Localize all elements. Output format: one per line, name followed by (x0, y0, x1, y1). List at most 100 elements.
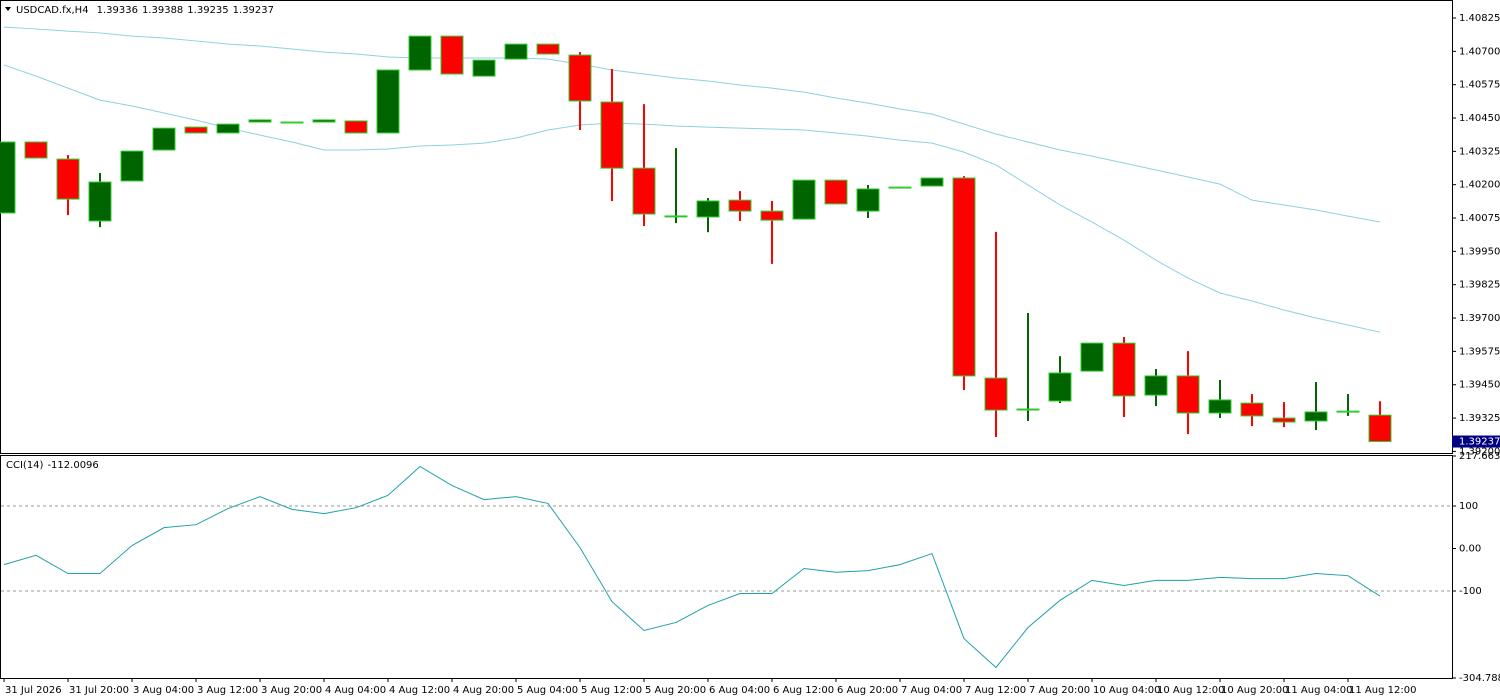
candle-body (1016, 408, 1040, 411)
candle-body (0, 141, 16, 214)
x-tick-label: 11 Aug 12:00 (1349, 685, 1416, 696)
high-value: 1.39388 (142, 5, 183, 16)
price-panel (0, 0, 1453, 454)
candle-body (1272, 417, 1296, 423)
x-tick-label: 31 Jul 2026 (5, 685, 62, 696)
price-label-box (1452, 435, 1500, 448)
candle-body (1112, 342, 1136, 397)
candle-body (312, 119, 336, 123)
candle-body (1176, 375, 1200, 414)
x-tick-label: 3 Aug 12:00 (197, 685, 258, 696)
y-tick-label: 1.39825 (1459, 280, 1500, 291)
x-tick-label: 31 Jul 20:00 (69, 685, 129, 696)
y-tick-label: 1.40200 (1459, 180, 1500, 191)
x-tick-label: 4 Aug 04:00 (325, 685, 386, 696)
candle-body (824, 179, 848, 205)
x-tick-label: 10 Aug 04:00 (1093, 685, 1160, 696)
close-value: 1.39237 (233, 5, 274, 16)
candle-body (1240, 402, 1264, 417)
candle-body (1336, 410, 1360, 413)
x-tick-label: 4 Aug 20:00 (453, 685, 514, 696)
x-tick-label: 4 Aug 12:00 (389, 685, 450, 696)
candle-body (472, 59, 496, 77)
y-tick-label: 217.6635 (1459, 451, 1500, 462)
x-tick-label: 11 Aug 04:00 (1285, 685, 1352, 696)
candle-body (1048, 372, 1072, 402)
candle-body (1304, 411, 1328, 422)
y-tick-label: 1.39325 (1459, 413, 1500, 424)
menu-arrow[interactable] (5, 7, 11, 11)
y-tick-label: 1.40575 (1459, 80, 1500, 91)
candle-body (344, 120, 368, 134)
y-tick-label: 1.39700 (1459, 313, 1500, 324)
candle-body (152, 127, 176, 151)
candle-body (120, 150, 144, 182)
y-tick-label: 1.39575 (1459, 346, 1500, 357)
open-value: 1.39336 (97, 5, 138, 16)
candle-body (280, 121, 304, 124)
x-tick-label: 3 Aug 20:00 (261, 685, 322, 696)
y-tick-label: -100 (1459, 586, 1482, 597)
candle-body (536, 43, 560, 55)
candle-body (952, 177, 976, 377)
candle-body (696, 200, 720, 218)
candle-body (24, 141, 48, 159)
y-tick-label: 1.39950 (1459, 246, 1500, 257)
x-tick-label: 6 Aug 04:00 (709, 685, 770, 696)
x-tick-label: 6 Aug 12:00 (773, 685, 834, 696)
x-tick-label: 5 Aug 04:00 (517, 685, 578, 696)
candle-body (376, 69, 400, 134)
indicator-panel (0, 455, 1453, 679)
y-tick-label: -304.7883 (1459, 673, 1500, 684)
candle-body (1368, 414, 1392, 443)
candle-body (504, 43, 528, 60)
x-tick-label: 7 Aug 04:00 (901, 685, 962, 696)
candle-body (408, 35, 432, 71)
x-tick-label: 7 Aug 20:00 (1029, 685, 1090, 696)
y-tick-label: 1.39200 (1459, 446, 1500, 457)
candle-body (632, 167, 656, 215)
candle-body (1208, 399, 1232, 414)
y-tick-label: 1.40450 (1459, 113, 1500, 124)
candle-body (248, 119, 272, 123)
candle-body (184, 126, 208, 134)
x-tick-label: 5 Aug 12:00 (581, 685, 642, 696)
indicator-header: CCI(14) -112.0096 (6, 460, 99, 471)
candle-body (440, 35, 464, 75)
candle-body (728, 199, 752, 212)
candle-body (568, 54, 592, 102)
candle-body (760, 210, 784, 221)
candle-body (984, 377, 1008, 411)
candle-body (600, 101, 624, 169)
x-tick-label: 6 Aug 20:00 (837, 685, 898, 696)
y-tick-label: 1.39450 (1459, 380, 1500, 391)
y-tick-label: 1.40825 (1459, 13, 1500, 24)
indicator-value: -112.0096 (47, 460, 98, 471)
current-price: 1.39237 (1459, 437, 1500, 448)
y-tick-label: 1.40075 (1459, 213, 1500, 224)
candle-body (1080, 342, 1104, 372)
candle-body (56, 158, 80, 200)
symbol-title: USDCAD.fx,H4 (16, 5, 89, 16)
indicator-line (3, 465, 1381, 669)
x-tick-label: 3 Aug 04:00 (133, 685, 194, 696)
candle-body (792, 179, 816, 220)
x-tick-label: 10 Aug 12:00 (1157, 685, 1224, 696)
x-tick-label: 7 Aug 12:00 (965, 685, 1026, 696)
band-line (3, 26, 1381, 223)
y-tick-label: 0.00 (1459, 543, 1481, 554)
low-value: 1.39235 (187, 5, 228, 16)
x-tick-label: 10 Aug 20:00 (1221, 685, 1288, 696)
y-tick-label: 1.40700 (1459, 46, 1500, 57)
candle-body (888, 186, 912, 189)
candle-body (856, 188, 880, 212)
indicator-title: CCI(14) (6, 460, 44, 471)
candle-body (920, 177, 944, 187)
y-tick-label: 1.40325 (1459, 146, 1500, 157)
candle-body (664, 215, 688, 218)
candle-body (88, 181, 112, 222)
y-tick-label: 100 (1459, 501, 1478, 512)
header: USDCAD.fx,H4 1.39336 1.39388 1.39235 1.39237 (16, 5, 274, 16)
